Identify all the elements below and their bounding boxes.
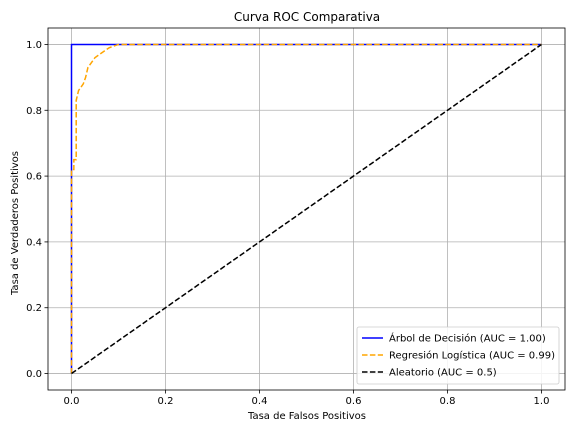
chart-title: Curva ROC Comparativa	[234, 10, 380, 24]
x-tick-label: 1.0	[534, 396, 550, 407]
plot-frame	[47, 27, 566, 391]
x-tick-label: 0.0	[64, 396, 80, 407]
legend-entry-2: Aleatorio (AUC = 0.5)	[389, 368, 497, 379]
legend-entry-0: Árbol de Decisión (AUC = 1.00)	[389, 332, 546, 345]
y-axis-label: Tasa de Verdaderos Positivos	[10, 151, 21, 296]
series-line-2	[71, 43, 542, 375]
x-tick-label: 0.4	[252, 396, 268, 407]
y-tick-label: 0.2	[26, 303, 42, 314]
y-tick-label: 0.0	[26, 369, 42, 380]
plot-area: 0.0 0.2 0.4 0.6 0.8 1.0 0.0 0.2 0.4 0.6 0.8 1.0	[26, 27, 566, 407]
x-tick-label: 0.2	[158, 396, 174, 407]
series-line-1	[70, 43, 542, 374]
legend-box	[356, 326, 560, 385]
x-tick-label: 0.8	[440, 396, 456, 407]
y-tick-label: 0.8	[26, 106, 42, 117]
x-tick-label: 0.6	[346, 396, 362, 407]
y-tick-label: 1.0	[26, 40, 42, 51]
x-axis-label: Tasa de Falsos Positivos	[247, 411, 366, 422]
y-tick-label: 0.4	[26, 237, 42, 248]
legend: Árbol de Decisión (AUC = 1.00) Regresión …	[356, 326, 560, 385]
legend-entry-1: Regresión Logística (AUC = 0.99)	[389, 350, 555, 362]
y-tick-label: 0.6	[26, 172, 42, 183]
